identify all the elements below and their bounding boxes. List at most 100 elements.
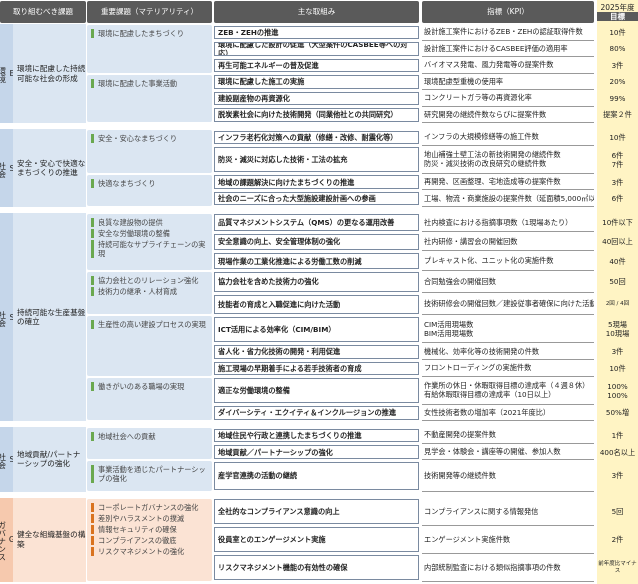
initiative-text: 全社的なコンプライアンス意識の向上: [218, 507, 340, 517]
initiative-text: ICT活用による効率化（CIM/BIM）: [218, 324, 336, 334]
target-text: 400名以上: [599, 447, 636, 457]
target: 6件: [597, 190, 638, 207]
initiative-text: 環境に配慮した施工の実施: [218, 77, 305, 87]
initiative: 全社的なコンプライアンス意識の向上: [214, 499, 419, 525]
pillar-label: 社会: [0, 452, 7, 469]
target-text: 80%: [609, 44, 626, 54]
materiality-item: リスクマネジメントの強化: [91, 546, 208, 556]
kpi-text: 技術開発等の継続件数: [424, 470, 496, 480]
initiative: インフラ老朽化対策への貢献（修繕・改修、耐震化等）: [214, 130, 419, 145]
kpi-text: 設計施工案件におけるZEB・ZEHの認証取得件数: [424, 27, 583, 37]
target-text: 1件: [611, 430, 624, 440]
initiative-text: 産学官連携の活動の継続: [218, 471, 298, 481]
materiality-item: 良質な建設物の提供: [91, 217, 208, 227]
kpi: 女性技術者数の増加率（2021年度比）: [422, 405, 594, 422]
materiality-item: 安全・安心なまちづくり: [91, 134, 208, 144]
materiality-box: 良質な建設物の提供 安全な労働環境の整備 持続可能なサプライチェーンの実現: [87, 213, 212, 270]
kpi: 工場、物流・商業施設の提案件数（延面積5,000㎡以上）: [422, 190, 594, 207]
initiative-text: 社会のニーズに合った大型施設建設計画への参画: [218, 194, 376, 204]
kpi-text: 社内研修・講習会の開催回数: [424, 236, 518, 246]
materiality-box: 快適なまちづくり: [87, 174, 212, 206]
kpi-text: 環境配慮型重機の使用率: [424, 76, 504, 86]
pillar: S 社会: [0, 129, 13, 207]
initiative-text: 協力会社を含めた技術力の強化: [218, 277, 319, 287]
initiative: ICT活用による効率化（CIM/BIM）: [214, 316, 419, 342]
target: 10件: [597, 129, 638, 146]
initiative: 建設副産物の再資源化: [214, 91, 419, 106]
kpi-text: エンゲージメント実施件数: [424, 534, 511, 544]
target: 2回 / 4回: [597, 293, 638, 315]
target: 40件: [597, 251, 638, 270]
materiality-box: 働きがいのある職場の実現: [87, 377, 212, 421]
header-text: 目標: [597, 12, 638, 22]
target: 40回以上: [597, 232, 638, 251]
target-text: 99%: [609, 93, 626, 103]
target-text: 40件: [609, 256, 626, 266]
initiative-text: 地域貢献／パートナーシップの強化: [218, 447, 333, 457]
pillar-letter: E: [7, 69, 14, 79]
issue: 健全な組織基盤の構築: [13, 497, 86, 582]
target-text: 5現場: [608, 320, 627, 330]
header-cell: 重要課題（マテリアリティ）: [87, 1, 212, 23]
initiative-text: ZEB・ZEHの推進: [218, 27, 279, 37]
initiative: 協力会社を含めた技術力の強化: [214, 272, 419, 292]
target: 3件: [597, 344, 638, 361]
header-cell: 指標（KPI）: [422, 1, 594, 23]
initiative: 適正な労働環境の整備: [214, 378, 419, 404]
materiality-item: 地域社会への貢献: [91, 432, 208, 442]
issue: 地域貢献/パートナーシップの強化: [13, 427, 86, 492]
initiative: 環境に配慮した施工の実施: [214, 75, 419, 89]
initiative: 地域貢献／パートナーシップの強化: [214, 445, 419, 459]
initiative: 品質マネジメントシステム（QMS）の更なる運用改善: [214, 214, 419, 231]
kpi-text: 有給休暇取得目標の達成率（10日以上）: [424, 390, 556, 400]
target-text: 10件以下: [602, 218, 633, 228]
materiality-item: コーポレートガバナンスの強化: [91, 502, 208, 512]
initiative-text: インフラ老朽化対策への貢献（修繕・改修、耐震化等）: [218, 132, 398, 142]
target: 100% 100%: [597, 377, 638, 405]
target: 3件: [597, 460, 638, 491]
target-text: 40回以上: [602, 237, 633, 247]
target: 3件: [597, 174, 638, 191]
initiative-text: 役員室とのエンゲージメント実施: [218, 535, 326, 545]
kpi: 作業所の休日・休暇取得目標の達成率（４週８休） 有給休暇取得目標の達成率（10日以…: [422, 377, 594, 405]
kpi: インフラの大規模修繕等の施工件数: [422, 129, 594, 146]
materiality-item: 働きがいのある職場の実現: [91, 381, 208, 391]
initiative-text: 再生可能エネルギーの普及促進: [218, 60, 319, 70]
pillar-letter: S: [7, 312, 14, 322]
initiative-text: 技能者の育成と入職促進に向けた活動: [218, 299, 341, 309]
kpi: バイオマス発電、風力発電等の提案件数: [422, 57, 594, 74]
issue-text: 健全な組織基盤の構築: [17, 530, 86, 549]
issue: 持続可能な生産基盤の確立: [13, 212, 86, 422]
initiative: 安全意識の向上、安全管理体制の強化: [214, 233, 419, 250]
header-text: 主な取組み: [297, 7, 336, 17]
issue: 環境に配慮した持続可能な社会の形成: [13, 24, 86, 124]
kpi: CIM活用現場数 BIM活用現場数: [422, 315, 594, 344]
kpi: 機械化、効率化等の技術開発の件数: [422, 344, 594, 361]
target-text: 7件: [611, 159, 624, 169]
issue-text: 環境に配慮した持続可能な社会の形成: [17, 64, 86, 83]
header-cell: 主な取組み: [214, 1, 419, 23]
kpi-text: 不動産開発の提案件数: [424, 430, 496, 440]
kpi-text: 地山補強土壁工法の新技術開発の継続件数: [424, 150, 561, 160]
issue: 安全・安心で快適なまちづくりの推進: [13, 129, 86, 207]
target: 50%増: [597, 405, 638, 422]
target-text: 10件: [609, 27, 626, 37]
materiality-item: 環境に配慮したまちづくり: [91, 29, 208, 38]
header-text: 2025年度: [600, 2, 635, 12]
kpi: 内部統制監査における類似指摘事項の件数: [422, 554, 594, 582]
pillar-letter: S: [7, 163, 14, 173]
target-text: 3件: [611, 347, 624, 357]
kpi-text: プレキャスト化、ユニット化の実施件数: [424, 256, 554, 266]
initiative: 防災・減災に対応した技術・工法の拡充: [214, 147, 419, 173]
materiality-item: 環境に配慮した事業活動: [91, 78, 208, 88]
initiative-text: 地域住民や行政と連携したまちづくりの推進: [218, 430, 362, 440]
initiative-text: 脱炭素社会に向けた技術開発（同業他社との共同研究）: [218, 110, 398, 120]
materiality-box: 安全・安心なまちづくり: [87, 130, 212, 173]
header-text: 取り組むべき課題: [13, 7, 73, 17]
initiative-text: 防災・減災に対応した技術・工法の拡充: [218, 155, 348, 165]
kpi: 見学会・体験会・講座等の開催、参加人数: [422, 444, 594, 461]
materiality-box: 事業活動を通じたパートナーシップの強化: [87, 461, 212, 491]
initiative-text: 品質マネジメントシステム（QMS）の更なる運用改善: [218, 218, 395, 228]
initiative-text: 地域の課題解決に向けたまちづくりの推進: [218, 177, 355, 187]
